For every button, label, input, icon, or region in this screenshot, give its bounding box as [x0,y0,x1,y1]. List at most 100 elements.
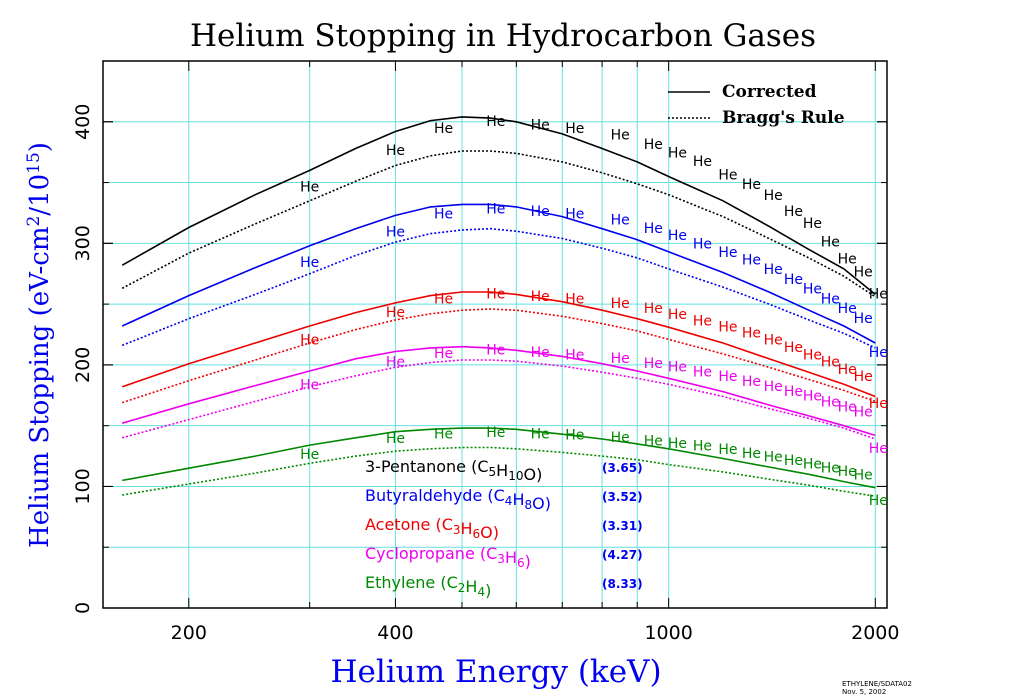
correction-factor-2: (3.31) [602,519,643,533]
compound-legend: 3-Pentanone (C5H10O) (3.65)Butyraldehyde … [365,457,643,600]
series-1-he-marker-4: He [531,204,550,220]
series-1-he-marker-18: He [869,345,888,361]
series-4-he-marker-8: He [668,436,687,452]
series-4-bragg-line [122,446,876,497]
formula-part: O [523,465,536,484]
series-0-he-marker-9: He [693,154,712,170]
series-3-he-marker-12: He [764,379,783,395]
series-1-he-marker-0: He [300,255,319,271]
series-4-he-marker-18: He [869,493,888,509]
series-0-he-marker-1: He [386,143,405,159]
formula-part: 8 [524,498,532,512]
compound-close-paren: ) [493,523,499,542]
series-2-he-marker-16: He [838,362,857,378]
series-2-he-marker-9: He [693,313,712,329]
series-4-he-marker-3: He [486,425,505,441]
series-4-he-marker-15: He [821,460,840,476]
formula-part: 6 [517,556,525,570]
series-3-he-marker-15: He [821,395,840,411]
series-3-bragg-line [121,359,876,440]
footnote-line-2: Nov. 5, 2002 [842,688,886,696]
formula-part: O [480,523,493,542]
formula-part: H [512,490,524,509]
compound-label-4: Ethylene (C2H4) [365,573,491,600]
formula-part: 4 [505,494,513,508]
compound-close-paren: ) [536,465,542,484]
series-3-he-marker-8: He [668,359,687,375]
series-0-he-marker-16: He [838,251,857,267]
x-tick-label: 200 [171,622,207,644]
series-4-he-marker-10: He [718,442,737,458]
series-2-he-marker-7: He [644,301,663,317]
formula-part: C [486,544,497,563]
series-4-he-marker-14: He [803,457,822,473]
series-0-he-marker-12: He [764,188,783,204]
compound-name: Ethylene ( [365,573,447,592]
formula-part: C [442,515,453,534]
series-2-he-marker-0: He [300,333,319,349]
compound-name: 3-Pentanone ( [365,457,477,476]
series-4-he-marker-13: He [784,453,803,469]
series-1-he-marker-9: He [693,237,712,253]
series-2-he-marker-17: He [854,369,873,385]
formula-part: O [532,494,545,513]
legend: Corrected Bragg's Rule [668,82,845,128]
y-tick-label: 200 [72,347,94,383]
series-2-he-marker-11: He [742,325,761,341]
footnote-line-1: ETHYLENE/SDATA02 [842,680,912,688]
formula-part: H [461,519,473,538]
series-0-he-marker-5: He [565,121,584,137]
series-1-corrected-line [121,203,876,344]
compound-label-0: 3-Pentanone (C5H10O) [365,457,542,484]
series-2-he-marker-4: He [531,289,550,305]
series-2-he-marker-2: He [434,291,453,307]
series-0-he-marker-18: He [869,287,888,303]
formula-part: C [494,486,505,505]
series-3-he-marker-2: He [434,346,453,362]
series-3-he-marker-7: He [644,356,663,372]
series-1-he-marker-15: He [821,291,840,307]
series-1-he-marker-6: He [611,212,630,228]
series-0-he-marker-17: He [854,265,873,281]
series-1-he-marker-5: He [565,206,584,222]
series-3-he-marker-9: He [693,364,712,380]
series-1-he-marker-3: He [486,201,505,217]
series-3-he-marker-18: He [869,441,888,457]
series-3-he-marker-16: He [838,400,857,416]
x-tick-label: 400 [377,622,413,644]
series-4-he-marker-6: He [611,430,630,446]
series-2-he-marker-1: He [386,305,405,321]
series-0-he-marker-15: He [821,234,840,250]
formula-part: 10 [508,469,523,483]
correction-factor-4: (8.33) [602,577,643,591]
series-1-he-marker-10: He [718,245,737,261]
series-3-he-marker-10: He [718,369,737,385]
series-2-he-marker-15: He [821,355,840,371]
series-3-he-marker-5: He [565,347,584,363]
y-axis-label-end: ) [25,142,55,152]
formula-part: 3 [453,523,461,537]
series-2-he-marker-6: He [611,296,630,312]
formula-part: 2 [458,581,466,595]
plot-border [102,60,888,609]
y-axis-label-main: Helium Stopping (eV-cm [25,227,55,548]
series-2-he-marker-12: He [764,333,783,349]
series-0-he-marker-14: He [803,216,822,232]
series-2-he-marker-14: He [803,347,822,363]
formula-part: C [447,573,458,592]
compound-label-2: Acetone (C3H6O) [365,515,499,542]
series-3-he-marker-6: He [611,351,630,367]
compound-close-paren: ) [545,494,551,513]
formula-part: 3 [497,552,505,566]
series-1-he-marker-2: He [434,206,453,222]
series-4-he-marker-9: He [693,438,712,454]
series-4-he-marker-16: He [838,464,857,480]
series-1-he-marker-11: He [742,252,761,268]
series-4-he-marker-12: He [764,449,783,465]
series-4-he-marker-4: He [531,426,550,442]
series-2-corrected-line [121,291,876,398]
series-1-bragg-line [121,227,876,349]
series-0-bragg-line [121,150,876,298]
